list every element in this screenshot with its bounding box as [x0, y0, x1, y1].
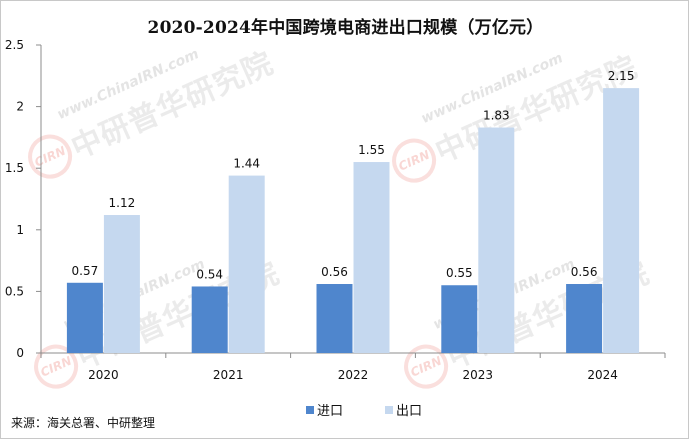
chart-title: 2020-2024年中国跨境电商进出口规模（万亿元）	[147, 18, 544, 38]
x-tick-label: 2023	[463, 368, 494, 382]
y-tick-label: 0.5	[5, 284, 24, 298]
bar-export	[228, 175, 265, 353]
x-tick-label: 2022	[338, 368, 369, 382]
bar-import	[191, 286, 228, 353]
data-label-import: 0.57	[72, 264, 99, 278]
x-tick-label: 2024	[587, 368, 618, 382]
legend-label-export: 出口	[396, 404, 422, 419]
legend-swatch-export	[385, 406, 393, 414]
data-label-import: 0.56	[571, 265, 598, 279]
bar-export	[478, 127, 515, 353]
y-tick-label: 1.5	[5, 161, 24, 175]
y-tick-label: 1	[16, 223, 24, 237]
bar-export	[353, 162, 390, 353]
bar-import	[66, 282, 103, 353]
bar-import	[441, 285, 478, 353]
data-label-export: 1.83	[483, 109, 510, 123]
data-label-import: 0.56	[321, 265, 348, 279]
x-tick-label: 2020	[88, 368, 119, 382]
bar-export	[103, 215, 140, 353]
y-tick-label: 2.5	[5, 38, 24, 52]
bar-export	[603, 88, 640, 354]
legend-swatch-import	[306, 406, 314, 414]
data-label-import: 0.55	[446, 266, 473, 280]
y-tick-label: 2	[16, 100, 24, 114]
y-tick-label: 0	[16, 346, 24, 360]
bar-import	[566, 284, 603, 353]
data-label-export: 1.44	[233, 157, 260, 171]
data-label-export: 1.55	[358, 143, 385, 157]
data-label-import: 0.54	[196, 267, 223, 281]
legend-label-import: 进口	[317, 404, 343, 419]
x-tick-label: 2021	[213, 368, 244, 382]
data-label-export: 2.15	[608, 69, 635, 83]
source-note: 来源：海关总署、中研整理	[11, 416, 156, 430]
data-label-export: 1.12	[109, 196, 136, 210]
bar-import	[316, 284, 353, 353]
